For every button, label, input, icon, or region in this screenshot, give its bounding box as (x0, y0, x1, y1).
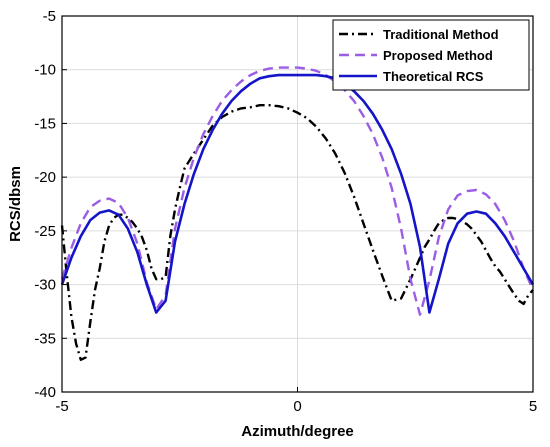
y-tick-label-6: -10 (34, 62, 56, 79)
y-axis-label: RCS/dbsm (7, 166, 24, 242)
y-tick-label-0: -40 (34, 384, 56, 401)
y-tick-label-4: -20 (34, 169, 56, 186)
y-tick-label-2: -30 (34, 277, 56, 294)
legend-label-0: Traditional Method (383, 27, 499, 42)
legend: Traditional Method Proposed Method Theoret… (332, 19, 530, 91)
legend-label-2: Theoretical RCS (383, 69, 484, 84)
x-tick-label-2: 5 (529, 398, 537, 415)
x-tick-label-1: 0 (293, 398, 301, 415)
tick-labels: -40 -35 -30 -25 -20 -15 -10 -5 -5 0 5 (34, 8, 537, 415)
x-axis-label: Azimuth/degree (241, 423, 354, 440)
y-tick-label-1: -35 (34, 330, 56, 347)
legend-label-1: Proposed Method (383, 48, 493, 63)
y-tick-label-3: -25 (34, 223, 56, 240)
series-line-0 (60, 103, 534, 361)
series-lines (60, 66, 535, 361)
legend-box (332, 19, 530, 91)
y-tick-label-5: -15 (34, 115, 56, 132)
y-tick-label-7: -5 (43, 8, 56, 25)
series-line-2 (60, 73, 535, 314)
x-tick-label-0: -5 (55, 398, 68, 415)
series-line-1 (60, 66, 535, 316)
